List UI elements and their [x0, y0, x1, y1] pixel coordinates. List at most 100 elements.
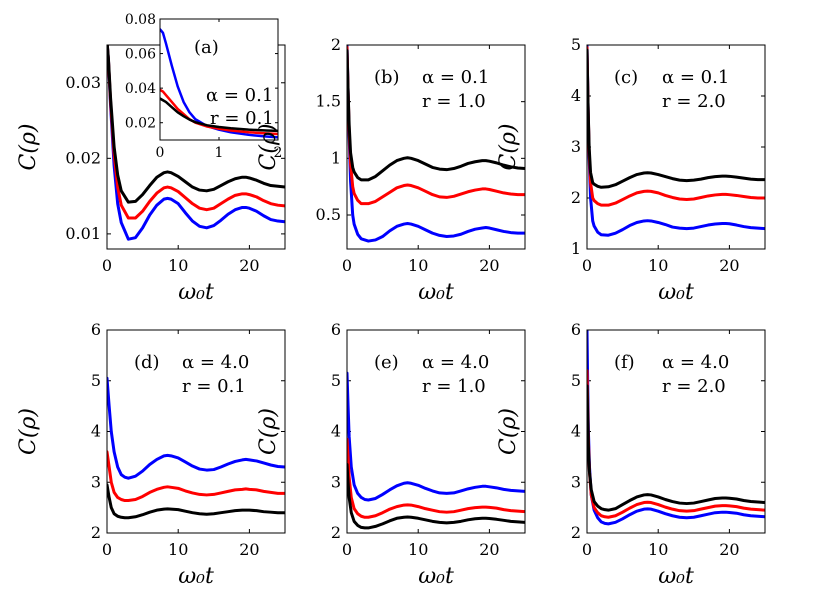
inset-series-blue — [160, 28, 278, 139]
panel-f-xlabel: ω₀t — [658, 564, 694, 589]
panel-f-xtick-label-2: 20 — [719, 540, 739, 559]
panel-e-xtick-label-1: 10 — [408, 540, 428, 559]
panel-e-alpha: α = 4.0 — [422, 352, 489, 373]
panel-f-ytick-label-1: 3 — [571, 472, 581, 491]
panel-b-ytick-label-0: 0.5 — [316, 205, 341, 224]
panel-a-series-blue — [107, 45, 285, 241]
panel-e-xlabel: ω₀t — [418, 564, 454, 589]
panel-b-xtick-label-0: 0 — [342, 256, 352, 275]
panel-c-series-red — [587, 46, 765, 207]
panel-b: 0 10 20 0.5 1 1.5 2 ω₀t C(ρ) (b) α = 0.1 r = 1.0 — [256, 35, 526, 305]
panel-f-xtick-label-0: 0 — [582, 540, 592, 559]
panel-d-ytick-label-4: 6 — [91, 320, 101, 339]
panel-e-ytick-label-1: 3 — [331, 472, 341, 491]
panel-a-label: (a) — [194, 37, 219, 58]
panel-e-frame — [346, 329, 526, 534]
panel-c-ylabel: C(ρ) — [496, 124, 521, 171]
panel-b-xtick-label-2: 20 — [479, 256, 499, 275]
panel-d-ylabel: C(ρ) — [16, 408, 41, 455]
panel-f-alpha: α = 4.0 — [662, 352, 729, 373]
panel-c-ytick-label-0: 1 — [571, 239, 581, 258]
panel-d-ytick-label-1: 3 — [91, 472, 101, 491]
panel-c: 0 10 20 1 2 3 4 5 ω₀t C(ρ) (c) α = 0.1 r = 2.0 — [496, 35, 766, 305]
panel-d-alpha: α = 4.0 — [182, 352, 249, 373]
panel-e-label: (e) — [374, 352, 399, 373]
panel-e-ytick-label-0: 2 — [331, 523, 341, 542]
panel-c-series-black — [587, 48, 765, 189]
panel-c-alpha: α = 0.1 — [662, 67, 729, 88]
panel-d-label: (d) — [134, 352, 160, 373]
inset-series-black — [160, 97, 278, 133]
panel-c-plot-area — [587, 45, 765, 249]
panel-f-lines — [587, 330, 765, 526]
panel-b-xtick-label-1: 10 — [408, 256, 428, 275]
panel-b-series-black — [347, 49, 525, 182]
panel-d-ytick-label-0: 2 — [91, 523, 101, 542]
panel-a-xtick-label-0: 0 — [102, 256, 112, 275]
panel-d-series-blue — [107, 376, 285, 480]
panel-b-ylabel: C(ρ) — [256, 124, 281, 171]
panel-d-ytick-label-3: 5 — [91, 371, 101, 390]
panel-f-series-black — [587, 384, 765, 512]
panel-f: 0 10 20 2 3 4 5 6 ω₀t C(ρ) (f) α = 4.0 r = 2.0 — [496, 320, 766, 589]
panel-c-label: (c) — [614, 67, 638, 88]
panel-d-frame — [106, 329, 286, 534]
panel-d: 0 10 20 2 3 4 5 6 ω₀t C(ρ) (d) α = 4.0 r = 0.1 — [16, 320, 286, 589]
panel-c-ytick-label-2: 3 — [571, 137, 581, 156]
panel-b-xlabel: ω₀t — [418, 280, 454, 305]
panel-e-series-blue — [347, 371, 525, 502]
panel-d-xtick-label-2: 20 — [239, 540, 259, 559]
panel-b-lines — [347, 45, 525, 243]
panel-e-xtick-label-0: 0 — [342, 540, 352, 559]
panel-b-ytick-label-3: 2 — [331, 35, 341, 54]
inset-ytick-label-0: 0.02 — [125, 116, 156, 132]
panel-f-label: (f) — [614, 352, 635, 373]
panel-f-ytick-label-3: 5 — [571, 371, 581, 390]
panel-c-lines — [587, 45, 765, 237]
panel-f-r: r = 2.0 — [662, 376, 726, 397]
panel-b-series-red — [347, 45, 525, 206]
inset-ytick-label-2: 0.06 — [125, 47, 156, 63]
panel-d-series-black — [107, 483, 285, 520]
panel-e-lines — [347, 371, 525, 530]
panel-a-xtick-label-1: 10 — [168, 256, 188, 275]
panel-b-series-blue — [347, 45, 525, 243]
inset-xtick-label-2: 2 — [274, 145, 283, 161]
panel-e-r: r = 1.0 — [422, 376, 486, 397]
panel-e-series-red — [347, 437, 525, 519]
panel-b-alpha: α = 0.1 — [422, 67, 489, 88]
panel-a-ylabel: C(ρ) — [16, 124, 41, 171]
panel-f-ytick-label-2: 4 — [571, 422, 581, 441]
panel-e-series-black — [347, 462, 525, 530]
panel-a-lines — [107, 45, 285, 241]
panel-d-r: r = 0.1 — [182, 376, 246, 397]
panel-f-series-red — [587, 369, 765, 519]
inset-frame — [159, 18, 279, 141]
panel-b-ytick-label-2: 1.5 — [316, 92, 341, 111]
panel-f-xtick-label-1: 10 — [648, 540, 668, 559]
panel-a-ytick-label-2: 0.03 — [65, 73, 101, 92]
panel-e: 0 10 20 2 3 4 5 6 ω₀t C(ρ) (e) α = 4.0 r = 1.0 — [256, 320, 526, 589]
panel-c-r: r = 2.0 — [662, 91, 726, 112]
panel-d-ytick-label-2: 4 — [91, 422, 101, 441]
panel-c-xtick-label-1: 10 — [648, 256, 668, 275]
panel-a-alpha: α = 0.1 — [206, 85, 273, 106]
panel-f-series-blue — [587, 330, 765, 526]
panel-a-ytick-label-1: 0.02 — [65, 148, 101, 167]
panel-a-series-red — [107, 45, 285, 220]
panel-f-ylabel: C(ρ) — [496, 408, 521, 455]
panel-c-xlabel: ω₀t — [658, 280, 694, 305]
panel-e-ylabel: C(ρ) — [256, 408, 281, 455]
panel-c-frame — [586, 44, 766, 250]
inset-xtick-label-1: 1 — [215, 145, 224, 161]
panel-a-xlabel: ω₀t — [178, 280, 214, 305]
panel-c-xtick-label-2: 20 — [719, 256, 739, 275]
panel-d-lines — [107, 376, 285, 520]
panel-c-ytick-label-1: 2 — [571, 188, 581, 207]
inset-lines — [160, 28, 278, 139]
inset-plot-area — [160, 19, 278, 140]
panel-a-r: r = 0.1 — [210, 108, 274, 129]
panel-a-ytick-label-0: 0.01 — [65, 224, 101, 243]
